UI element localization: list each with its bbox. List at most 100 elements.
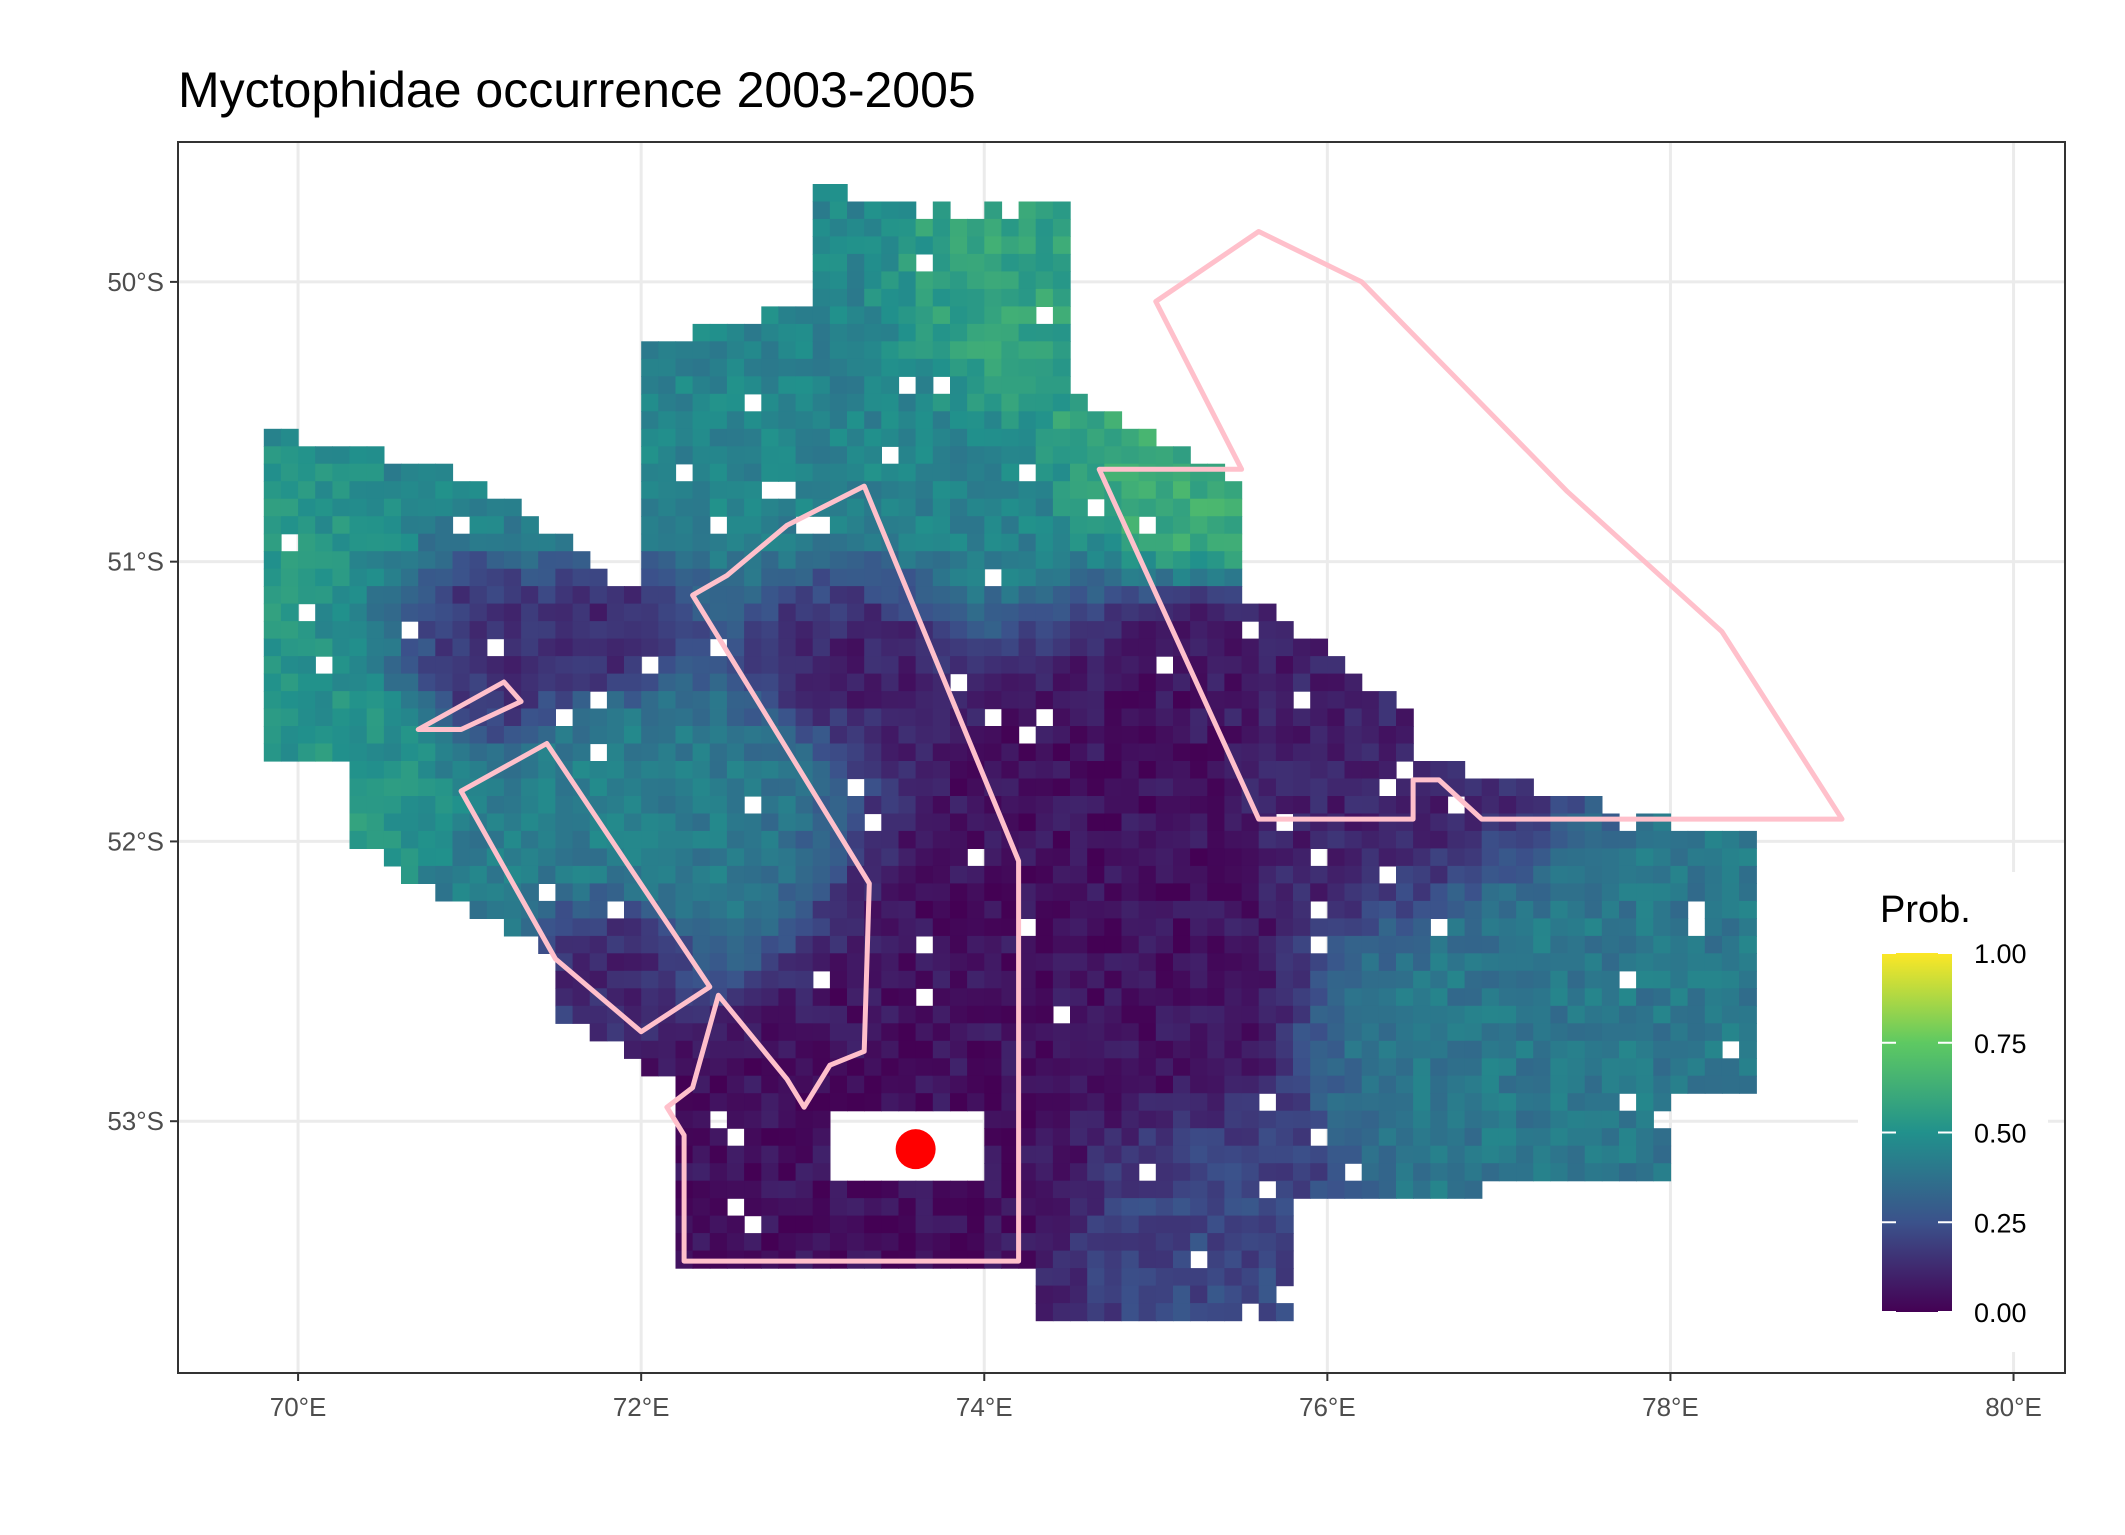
raster-cell (1138, 1285, 1157, 1304)
raster-cell (915, 813, 934, 832)
raster-cell (366, 533, 385, 552)
raster-cell (1224, 988, 1243, 1007)
raster-cell (538, 568, 556, 587)
raster-cell (744, 883, 762, 902)
raster-cell (435, 638, 454, 657)
raster-cell (1001, 341, 1020, 360)
raster-cell (950, 883, 968, 902)
raster-cell (1190, 1128, 1208, 1147)
raster-cell (744, 638, 762, 657)
raster-cell (1293, 778, 1311, 797)
raster-cell (692, 1198, 711, 1217)
raster-cell (950, 236, 968, 255)
raster-cell (1275, 988, 1294, 1007)
raster-cell (1104, 935, 1123, 954)
raster-cell (795, 900, 814, 919)
raster-cell (1601, 883, 1620, 902)
raster-cell (1121, 830, 1140, 849)
raster-cell (641, 446, 659, 465)
raster-cell (1138, 1233, 1157, 1252)
raster-cell (1173, 830, 1191, 849)
raster-cell (1018, 568, 1037, 587)
raster-cell (1584, 1093, 1603, 1112)
raster-cell (864, 376, 882, 395)
raster-cell (315, 691, 333, 710)
raster-cell (1653, 988, 1672, 1007)
raster-cell (332, 621, 351, 640)
raster-cell (1516, 848, 1534, 867)
raster-cell (1241, 1110, 1260, 1129)
raster-cell (881, 1215, 900, 1234)
raster-cell (383, 656, 402, 675)
raster-cell (1739, 970, 1757, 989)
raster-cell (1138, 953, 1157, 972)
raster-cell (726, 726, 745, 745)
raster-cell (1018, 848, 1037, 867)
raster-cell (555, 813, 574, 832)
raster-cell (778, 603, 797, 622)
raster-cell (1121, 778, 1140, 797)
raster-cell (1464, 883, 1483, 902)
raster-cell (1207, 778, 1226, 797)
raster-cell (641, 481, 659, 500)
raster-cell (1224, 1285, 1243, 1304)
raster-cell (280, 498, 299, 517)
raster-cell (589, 673, 608, 692)
raster-cell (692, 1093, 711, 1112)
raster-cell (864, 1233, 882, 1252)
raster-cell (1241, 1075, 1260, 1094)
raster-cell (726, 358, 745, 377)
raster-cell (503, 900, 522, 919)
raster-cell (1001, 988, 1020, 1007)
raster-cell (1293, 656, 1311, 675)
raster-cell (1241, 1198, 1260, 1217)
raster-cell (349, 551, 368, 570)
raster-cell (1173, 761, 1191, 780)
raster-cell (1481, 970, 1500, 989)
raster-cell (950, 463, 968, 482)
raster-cell (1035, 568, 1054, 587)
raster-cell (1413, 953, 1431, 972)
raster-cell (778, 341, 797, 360)
raster-cell (967, 970, 985, 989)
raster-cell (1018, 1128, 1037, 1147)
raster-cell (1035, 1250, 1054, 1269)
raster-cell (1207, 621, 1226, 640)
raster-cell (658, 586, 677, 605)
raster-cell (898, 708, 917, 727)
raster-cell (829, 463, 848, 482)
raster-cell (675, 586, 694, 605)
raster-cell (606, 865, 625, 884)
raster-cell (1275, 1250, 1294, 1269)
raster-cell (1704, 970, 1723, 989)
raster-cell (349, 568, 368, 587)
raster-cell (812, 743, 831, 762)
raster-cell (1464, 1180, 1483, 1199)
raster-cell (1207, 1093, 1226, 1112)
probability-raster (263, 184, 1757, 1322)
raster-cell (932, 778, 951, 797)
raster-cell (1207, 533, 1226, 552)
raster-cell (1207, 551, 1226, 570)
raster-cell (1190, 1040, 1208, 1059)
raster-cell (1327, 673, 1346, 692)
raster-cell (761, 830, 780, 849)
raster-cell (366, 796, 385, 815)
raster-cell (1361, 865, 1380, 884)
raster-cell (1224, 1005, 1243, 1024)
raster-cell (606, 673, 625, 692)
raster-cell (1018, 761, 1037, 780)
raster-cell (1739, 1075, 1757, 1094)
y-tick-label: 52°S (107, 826, 164, 856)
raster-cell (1550, 883, 1569, 902)
raster-cell (1275, 1163, 1294, 1182)
raster-cell (950, 1233, 968, 1252)
raster-cell (1052, 271, 1071, 290)
raster-cell (761, 1128, 780, 1147)
raster-cell (1155, 743, 1174, 762)
raster-cell (1636, 970, 1654, 989)
raster-cell (984, 1110, 1003, 1129)
raster-cell (847, 743, 865, 762)
raster-cell (744, 323, 762, 342)
raster-cell (1207, 761, 1226, 780)
